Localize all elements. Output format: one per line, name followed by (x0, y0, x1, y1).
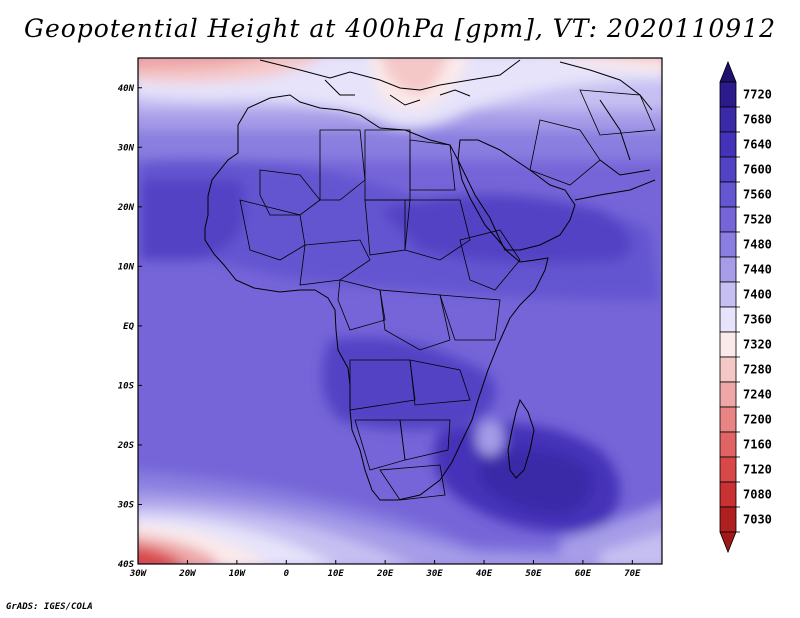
colorbar-swatch (719, 406, 737, 433)
colorbar-label: 7400 (743, 288, 772, 302)
colorbar-label: 7440 (743, 263, 772, 277)
colorbar-swatch (719, 356, 737, 383)
colorbar-swatch (719, 281, 737, 308)
colorbar-swatch (719, 431, 737, 458)
colorbar-swatch (719, 231, 737, 258)
map-frame (137, 57, 663, 565)
lon-tick-label: 10W (229, 569, 247, 579)
colorbar-label: 7480 (743, 238, 772, 252)
lon-tick-label: 20W (178, 569, 197, 579)
lon-tick-label: 20E (376, 569, 394, 579)
colorbar-label: 7120 (743, 463, 772, 477)
colorbar-label: 7600 (743, 163, 772, 177)
lon-tick-label: 50E (525, 569, 542, 579)
lat-tick-label: EQ (123, 322, 134, 332)
colorbar-bottom-arrow (719, 531, 737, 554)
lat-tick-label: 20N (117, 203, 135, 213)
height-field (138, 58, 662, 564)
colorbar-label: 7200 (743, 413, 772, 427)
lat-tick-label: 10N (118, 262, 135, 272)
colorbar-swatch (719, 506, 737, 533)
lon-tick-label: 30E (425, 569, 443, 579)
colorbar-swatch (719, 331, 737, 358)
colorbar-swatch (719, 481, 737, 508)
colorbar-label: 7160 (743, 438, 772, 452)
colorbar-swatch (719, 131, 737, 158)
colorbar-label: 7030 (743, 513, 772, 527)
colorbar-label: 7280 (743, 363, 772, 377)
colorbar-swatch (719, 456, 737, 483)
colorbar-label: 7720 (743, 88, 772, 102)
lon-tick-label: 30W (129, 569, 148, 579)
colorbar-label: 7240 (743, 388, 772, 402)
colorbar-label: 7680 (743, 113, 772, 127)
colorbar-label: 7360 (743, 313, 772, 327)
lat-tick-label: 30N (117, 143, 135, 153)
colorbar-swatch (719, 156, 737, 183)
colorbar-swatch (719, 81, 737, 108)
colorbar-swatch (719, 206, 737, 233)
lat-tick-label: 10S (118, 381, 135, 391)
colorbar-swatch (719, 106, 737, 133)
lat-tick-label: 40N (118, 84, 135, 94)
colorbar-swatch (719, 381, 737, 408)
latitude-axis: 40S 30S 20S 10S EQ 10N 20N 30N 40N (117, 84, 142, 570)
colorbar: 7720 7680 7640 7600 7560 7520 7480 7440 7400 7360… (719, 60, 772, 554)
colorbar-swatch (719, 256, 737, 283)
colorbar-label: 7560 (743, 188, 772, 202)
chart-title: Geopotential Height at 400hPa [gpm], VT:… (23, 14, 777, 43)
lon-tick-label: 0 (284, 569, 290, 579)
longitude-axis: 30W 20W 10W 0 10E 20E 30E 40E 50E 60E 70E (129, 560, 641, 579)
lat-tick-label: 20S (117, 441, 135, 451)
lon-tick-label: 10E (328, 569, 345, 579)
lon-tick-label: 40E (476, 569, 493, 579)
colorbar-top-arrow (719, 60, 737, 83)
country-borders (239, 89, 656, 501)
credit-label: GrADS: IGES/COLA (6, 602, 93, 612)
lon-tick-label: 70E (624, 569, 641, 579)
colorbar-label: 7640 (743, 138, 772, 152)
lat-tick-label: 40S (118, 560, 135, 570)
colorbar-swatch (719, 306, 737, 333)
colorbar-label: 7520 (743, 213, 772, 227)
colorbar-label: 7320 (743, 338, 772, 352)
colorbar-swatch (719, 181, 737, 208)
lat-tick-label: 30S (117, 500, 135, 510)
lon-tick-label: 60E (575, 569, 592, 579)
coastlines (204, 59, 656, 501)
colorbar-label: 7080 (743, 488, 772, 502)
